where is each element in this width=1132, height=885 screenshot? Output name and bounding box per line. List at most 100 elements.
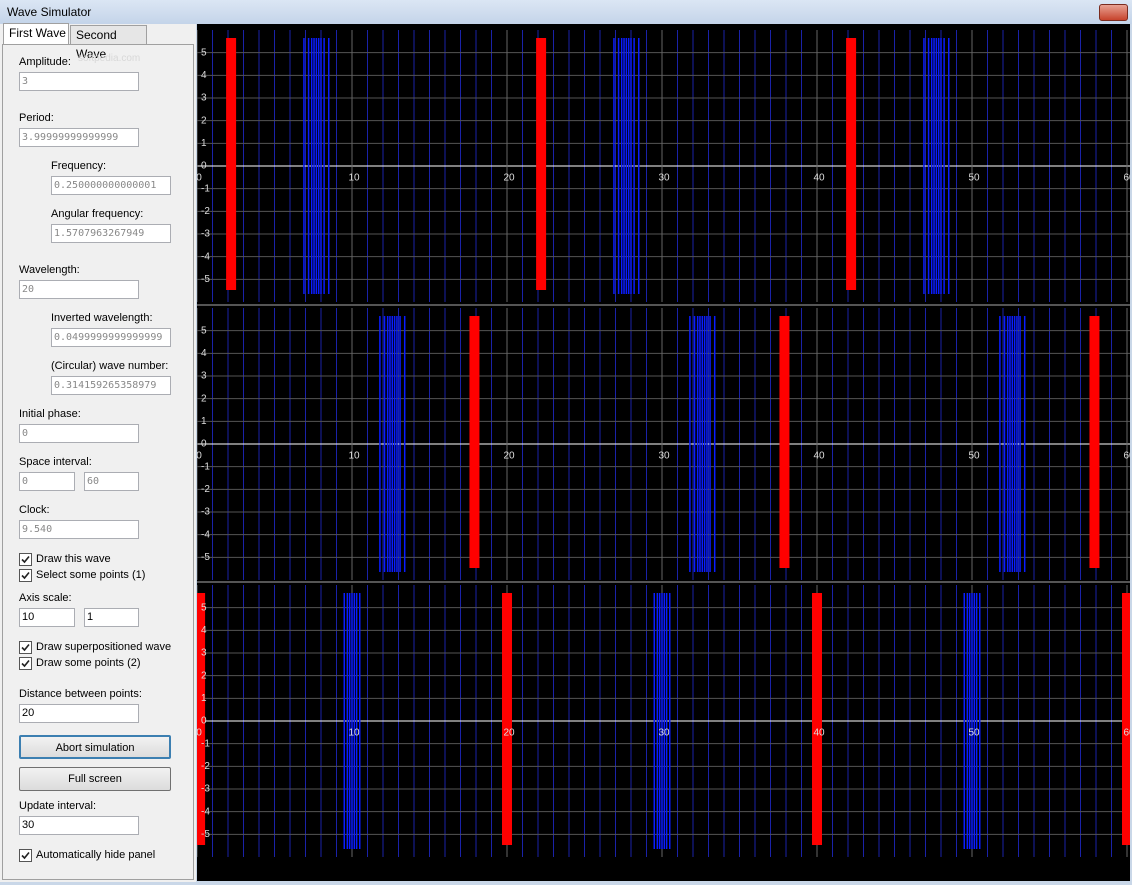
window-title: Wave Simulator [7,5,92,19]
selected-point [197,593,206,845]
check-mark [21,643,30,652]
close-button[interactable] [1099,4,1128,21]
y-tick-label: -5 [201,552,210,563]
y-tick-label: 3 [201,93,207,104]
y-tick-label: 1 [201,693,207,704]
title-bar [0,0,1132,24]
selected-point [779,316,790,568]
checkbox-label: Draw some points (2) [36,657,141,669]
checkbox[interactable] [19,849,32,862]
panel-separator [197,304,1130,306]
checkbox-label: Draw this wave [36,553,111,565]
text-field[interactable]: 60 [84,472,139,491]
selected-point [536,38,547,290]
panel-separator [197,581,1130,583]
x-tick-label: 40 [813,173,825,184]
checkbox-label: Draw superpositioned wave [36,641,172,653]
button[interactable]: Full screen [19,767,171,791]
y-tick-label: -3 [201,784,210,795]
label: (Circular) wave number: [51,360,169,372]
y-tick-label: 5 [201,47,207,58]
text-field[interactable]: 20 [19,704,139,723]
y-tick-label: -3 [201,229,210,240]
label: Update interval: [19,800,97,812]
text-field[interactable]: 0 [19,472,75,491]
y-tick-label: 3 [201,648,207,659]
checkbox-label: Automatically hide panel [36,849,156,861]
label: Initial phase: [19,408,81,420]
check-mark [21,555,30,564]
check-mark [21,571,30,580]
checkbox[interactable] [19,657,32,670]
button[interactable]: Abort simulation [19,735,171,759]
x-tick-label: 0 [197,728,202,739]
label: Inverted wavelength: [51,312,153,324]
checkbox[interactable] [19,641,32,654]
x-tick-label: 30 [658,173,670,184]
x-tick-label: 10 [348,728,360,739]
label: Distance between points: [19,688,142,700]
y-tick-label: -5 [201,274,210,285]
y-tick-label: 2 [201,670,207,681]
y-tick-label: 5 [201,325,207,336]
check-mark [21,659,30,668]
x-tick-label: 50 [968,173,980,184]
tab[interactable]: Second Wave [70,25,147,61]
label: Period: [19,112,54,124]
selected-point [226,38,237,290]
x-tick-label: 40 [813,728,825,739]
text-field[interactable]: 0.0499999999999999 [51,328,171,347]
checkbox[interactable] [19,569,32,582]
y-tick-label: 0 [201,161,207,172]
x-tick-label: 10 [348,173,360,184]
tab[interactable]: First Wave [3,23,69,44]
x-tick-label: 60 [1123,451,1130,462]
label: Wavelength: [19,264,80,276]
text-field[interactable]: 0 [19,424,139,443]
text-field[interactable]: 0.250000000000001 [51,176,171,195]
text-field[interactable]: 3 [19,72,139,91]
x-tick-label: 30 [658,451,670,462]
y-tick-label: -2 [201,206,210,217]
selected-point [469,316,480,568]
text-field[interactable]: 9.540 [19,520,139,539]
x-tick-label: 30 [658,728,670,739]
y-tick-label: -4 [201,806,210,817]
text-field[interactable]: 20 [19,280,139,299]
y-tick-label: -2 [201,484,210,495]
y-tick-label: 0 [201,439,207,450]
checkbox[interactable] [19,553,32,566]
y-tick-label: 0 [201,716,207,727]
selected-point [1089,316,1100,568]
selected-point [846,38,857,290]
text-field[interactable]: 1.5707963267949 [51,224,171,243]
selected-point [812,593,822,845]
x-tick-label: 60 [1123,728,1130,739]
y-tick-label: -4 [201,529,210,540]
text-field[interactable]: 10 [19,608,75,627]
x-tick-label: 50 [968,728,980,739]
label: Clock: [19,504,50,516]
selected-point [1122,593,1130,845]
x-tick-label: 20 [503,451,515,462]
y-tick-label: -5 [201,829,210,840]
x-tick-label: 60 [1123,173,1130,184]
y-tick-label: -1 [201,183,210,194]
text-field[interactable]: 1 [84,608,139,627]
label: Space interval: [19,456,92,468]
x-tick-label: 0 [197,173,202,184]
y-tick-label: 1 [201,138,207,149]
selected-point [502,593,512,845]
y-tick-label: -1 [201,738,210,749]
check-mark [21,851,30,860]
text-field[interactable]: 3.99999999999999 [19,128,139,147]
y-tick-label: 4 [201,625,207,636]
watermark: softpedia.com [78,53,141,64]
text-field[interactable]: 30 [19,816,139,835]
text-field[interactable]: 0.314159265358979 [51,376,171,395]
y-tick-label: 2 [201,393,207,404]
